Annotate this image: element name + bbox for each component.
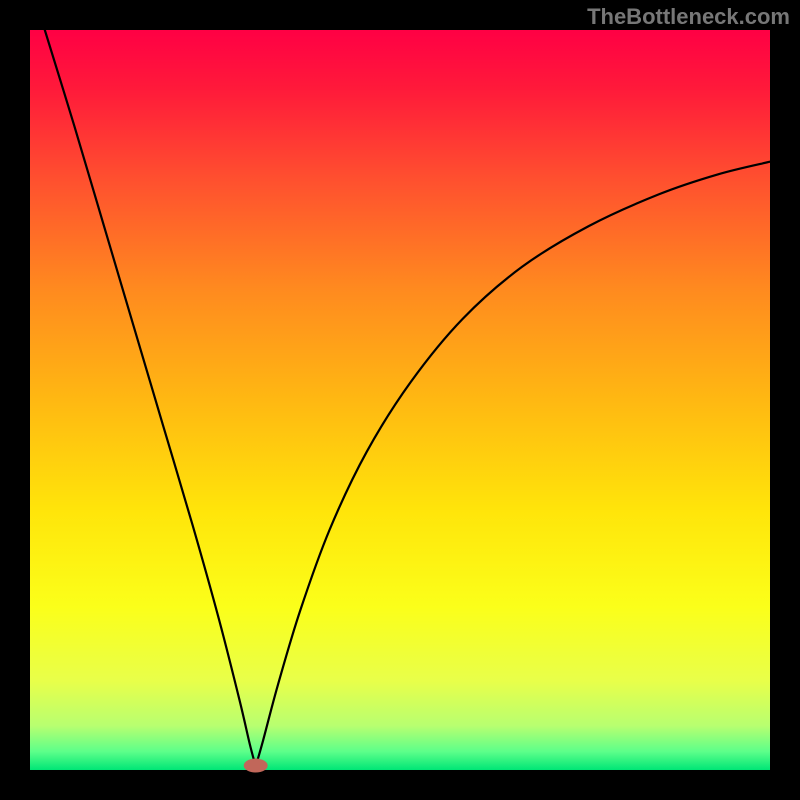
plot-background <box>30 30 770 770</box>
minimum-marker <box>244 759 268 773</box>
watermark-text: TheBottleneck.com <box>587 4 790 30</box>
bottleneck-chart <box>0 0 800 800</box>
chart-container: TheBottleneck.com <box>0 0 800 800</box>
